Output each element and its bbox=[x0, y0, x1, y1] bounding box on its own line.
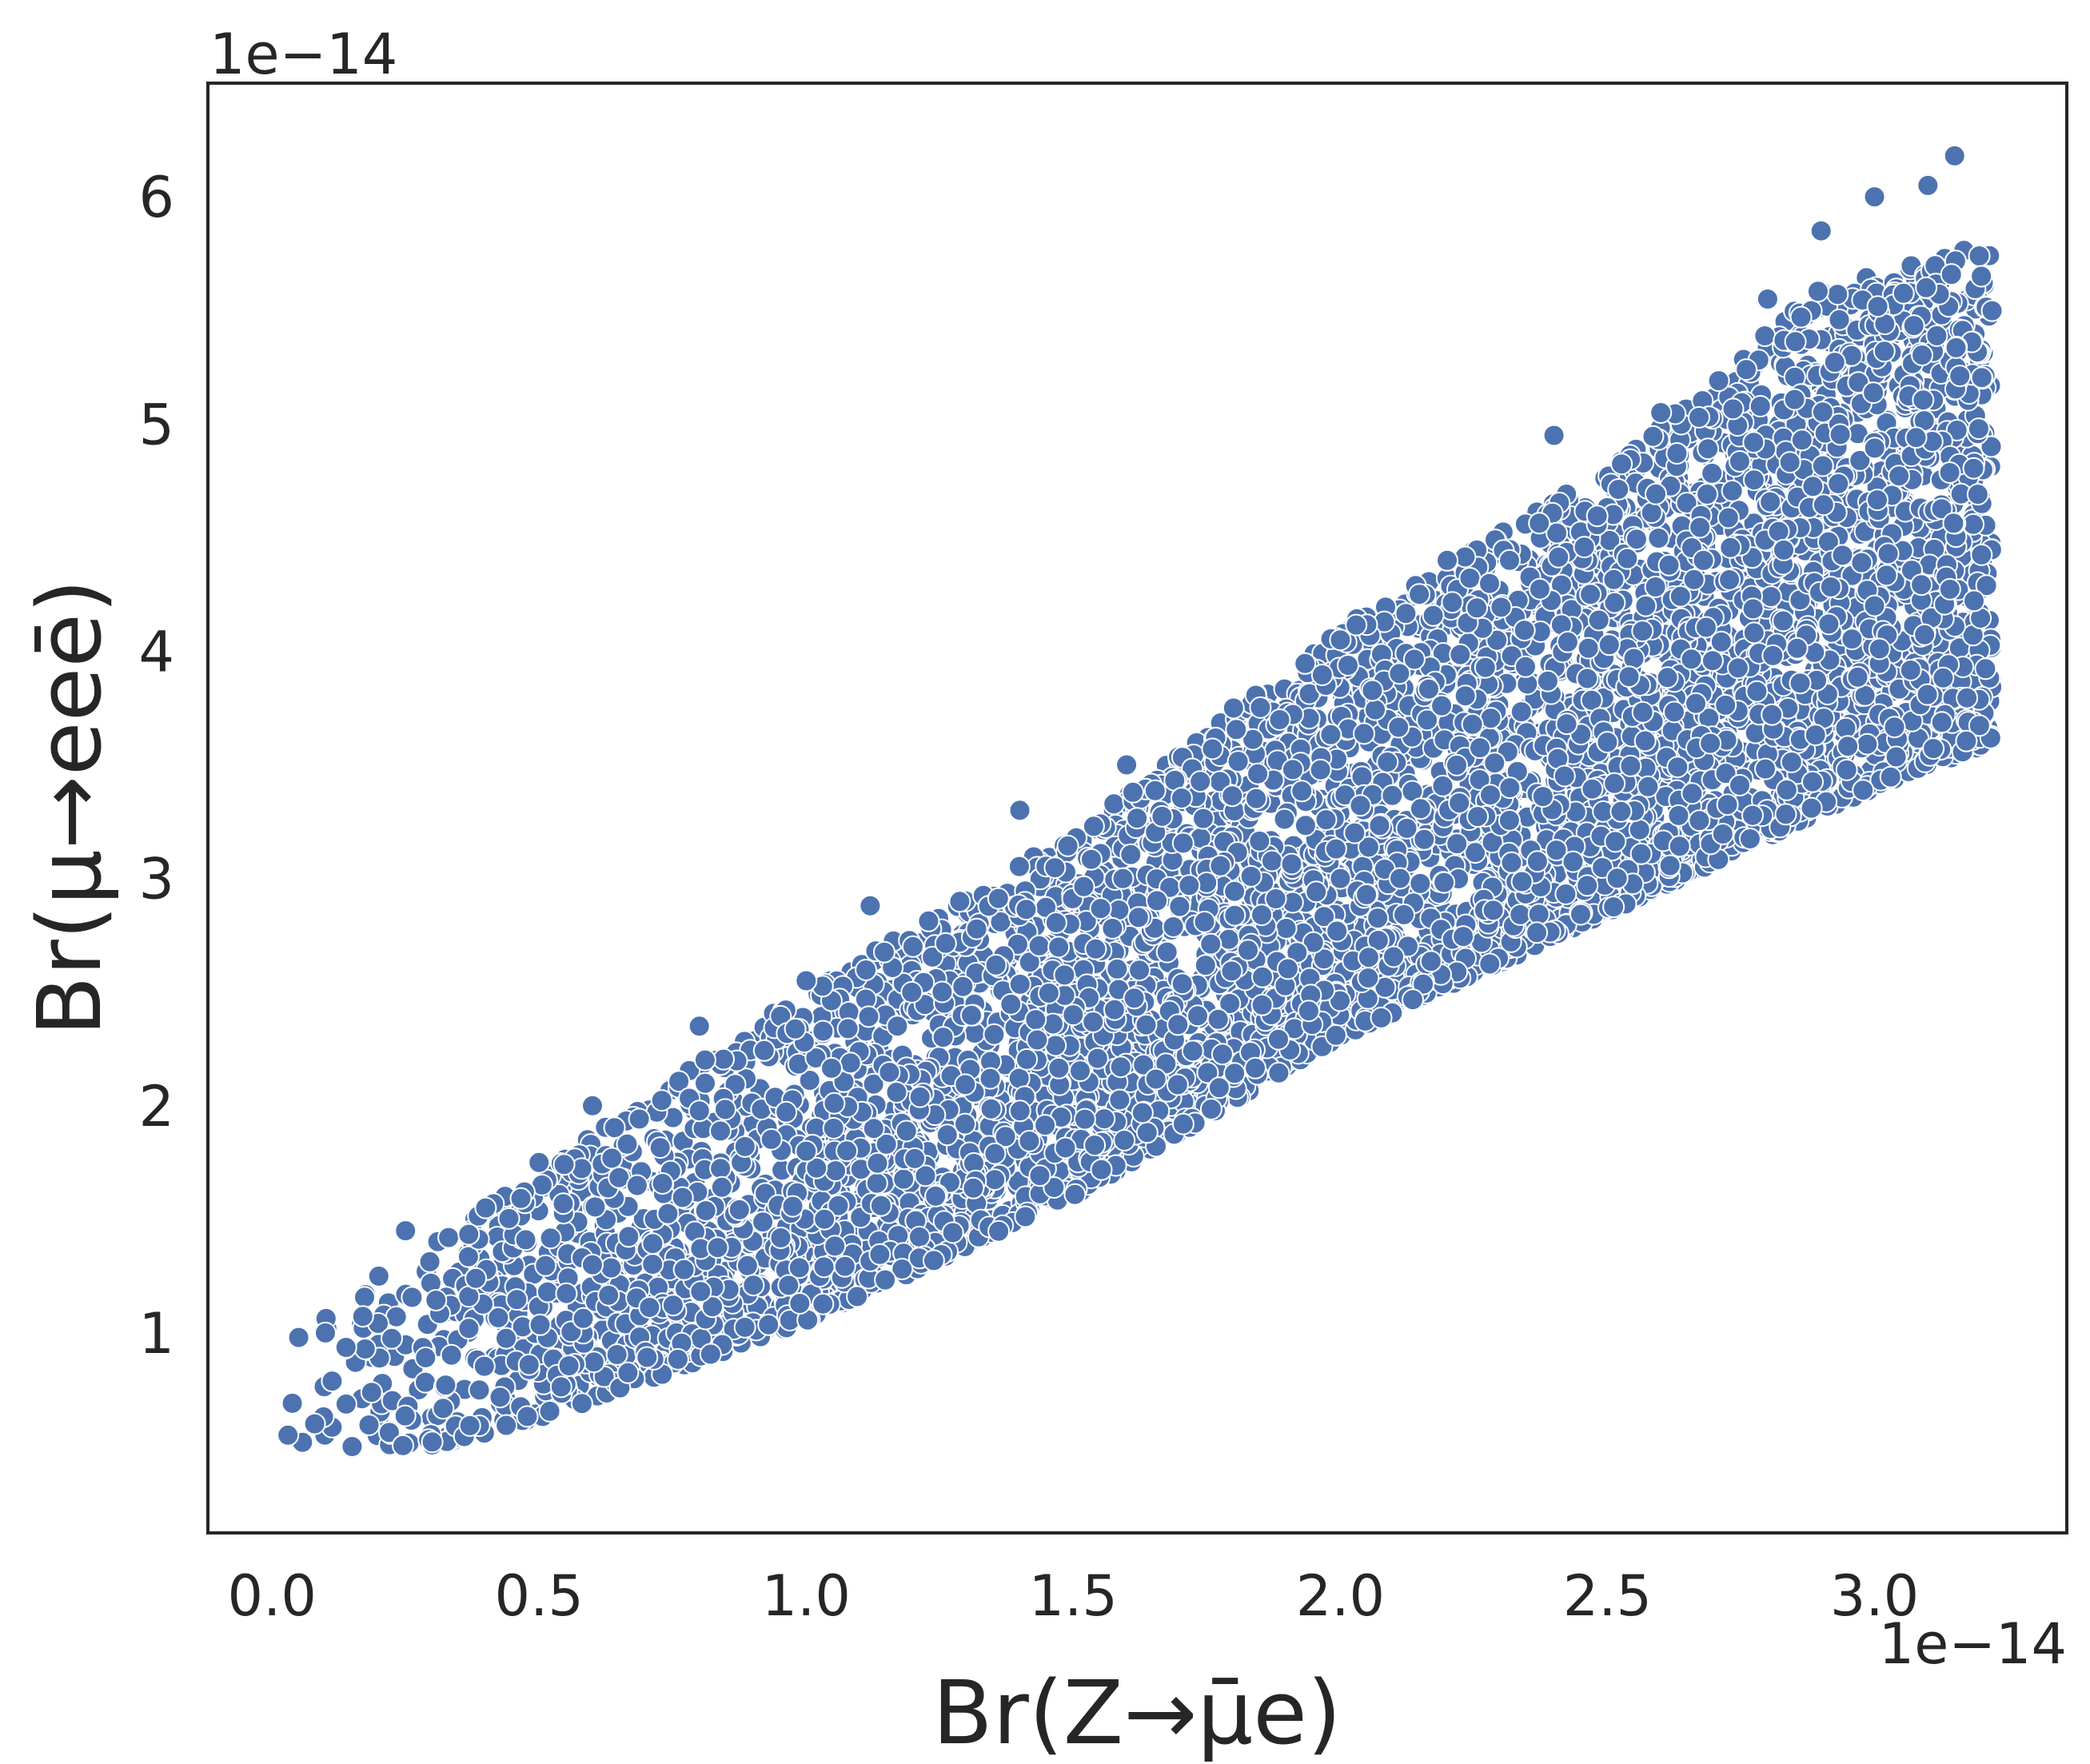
scatter-point bbox=[440, 1343, 463, 1367]
scatter-point bbox=[357, 1414, 381, 1436]
scatter-point bbox=[457, 1245, 480, 1268]
scatter-point bbox=[534, 1254, 557, 1277]
scatter-point bbox=[1647, 527, 1670, 549]
scatter-point bbox=[1119, 843, 1143, 866]
scatter-points bbox=[277, 144, 2004, 1458]
scatter-point bbox=[1103, 792, 1126, 816]
scatter-point bbox=[334, 1336, 357, 1359]
scatter-point bbox=[321, 1370, 344, 1393]
scatter-point bbox=[628, 1107, 651, 1131]
scatter-point bbox=[1826, 283, 1849, 306]
scatter-point bbox=[570, 1392, 593, 1415]
scatter-point bbox=[694, 1072, 716, 1095]
scatter-point bbox=[353, 1286, 376, 1309]
scatter-point bbox=[584, 1195, 607, 1219]
scatter-point bbox=[1007, 855, 1031, 878]
scatter-point bbox=[414, 1371, 437, 1394]
scatter-point bbox=[1772, 609, 1795, 633]
scatter-point bbox=[1366, 907, 1390, 930]
scatter-point bbox=[437, 1226, 461, 1249]
scatter-point bbox=[1753, 325, 1777, 347]
scatter-point bbox=[418, 1250, 441, 1273]
scatter-point bbox=[353, 1338, 377, 1360]
scatter-point bbox=[1350, 765, 1374, 788]
